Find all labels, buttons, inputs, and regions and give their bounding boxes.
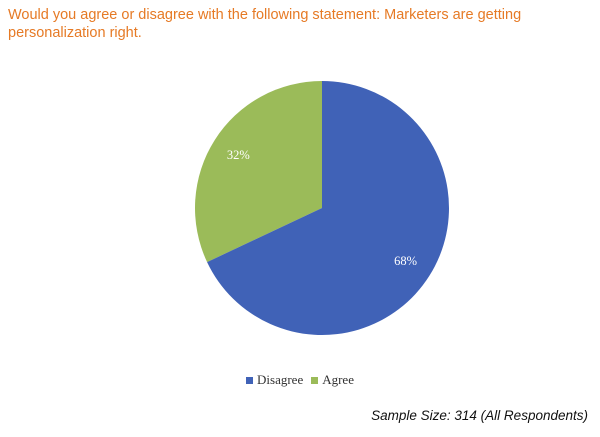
pie-slice-disagree <box>207 80 449 335</box>
chart-legend: Disagree Agree <box>0 372 600 388</box>
data-label-disagree: 68% <box>394 254 417 268</box>
legend-item-agree: Agree <box>311 372 354 388</box>
legend-label-disagree: Disagree <box>257 372 304 387</box>
legend-swatch-disagree <box>246 376 254 384</box>
legend-item-disagree: Disagree <box>246 372 303 388</box>
chart-title: Would you agree or disagree with the fol… <box>8 7 522 41</box>
legend-label-agree: Agree <box>322 372 354 387</box>
sample-size-note: Sample Size: 314 (All Respondents) <box>371 408 588 423</box>
data-label-agree: 32% <box>227 148 250 162</box>
legend-swatch-agree <box>311 376 319 384</box>
pie-slice-agree <box>194 81 322 263</box>
